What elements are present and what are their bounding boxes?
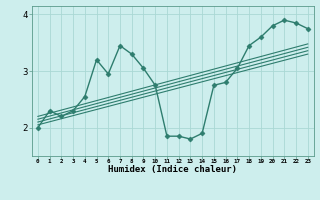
X-axis label: Humidex (Indice chaleur): Humidex (Indice chaleur) [108,165,237,174]
